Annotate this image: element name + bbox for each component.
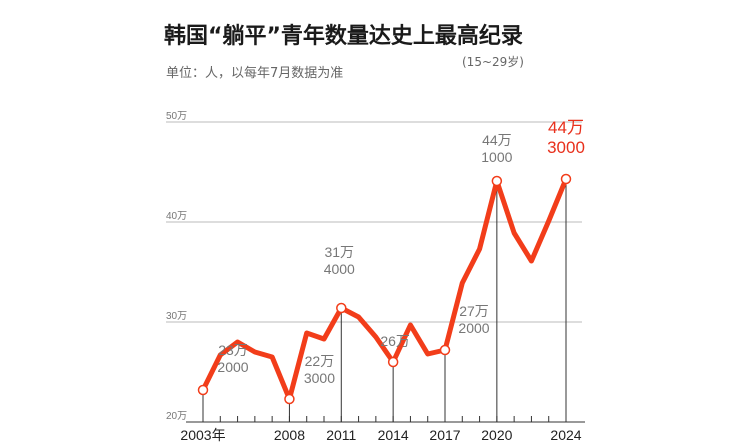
series-line	[200, 176, 569, 402]
highlight-data-label: 44万	[548, 118, 584, 137]
data-label: 1000	[481, 149, 512, 165]
chart-title: 韩国“躺平”青年数量达史上最高纪录	[164, 24, 523, 49]
data-label: 4000	[324, 261, 355, 277]
data-point-marker	[560, 173, 572, 185]
data-point-marker	[197, 384, 209, 396]
data-label: 23万	[218, 342, 248, 358]
x-tick-label: 2008	[274, 427, 305, 443]
data-point-marker	[387, 356, 399, 368]
x-tick-label: 2014	[378, 427, 409, 443]
data-point-marker	[284, 393, 295, 405]
data-label: 44万	[482, 132, 512, 148]
highlight-data-label: 3000	[547, 138, 585, 157]
x-tick-label: 2020	[481, 427, 512, 443]
age-range-note: (15~29岁)	[462, 55, 524, 69]
x-tick-label: 2003年	[180, 427, 225, 443]
x-tick-label: 2011	[326, 427, 356, 443]
y-tick-label: 50万	[166, 111, 187, 122]
data-label: 26万	[380, 333, 410, 349]
data-label: 2000	[217, 359, 248, 375]
data-label: 2000	[458, 320, 489, 336]
data-point-marker	[491, 175, 503, 187]
data-label: 31万	[324, 244, 354, 260]
y-tick-label: 30万	[166, 311, 187, 322]
data-label: 22万	[305, 353, 335, 369]
x-tick-label: 2024	[550, 427, 581, 443]
data-label: 3000	[304, 370, 335, 386]
y-tick-label: 40万	[166, 211, 187, 222]
data-point-marker	[336, 302, 347, 314]
y-tick-label: 20万	[166, 411, 187, 422]
unit-note: 单位：人，以每年7月数据为准	[166, 66, 344, 81]
x-tick-label: 2017	[429, 427, 460, 443]
data-label: 27万	[459, 303, 489, 319]
data-point-marker	[439, 344, 451, 356]
